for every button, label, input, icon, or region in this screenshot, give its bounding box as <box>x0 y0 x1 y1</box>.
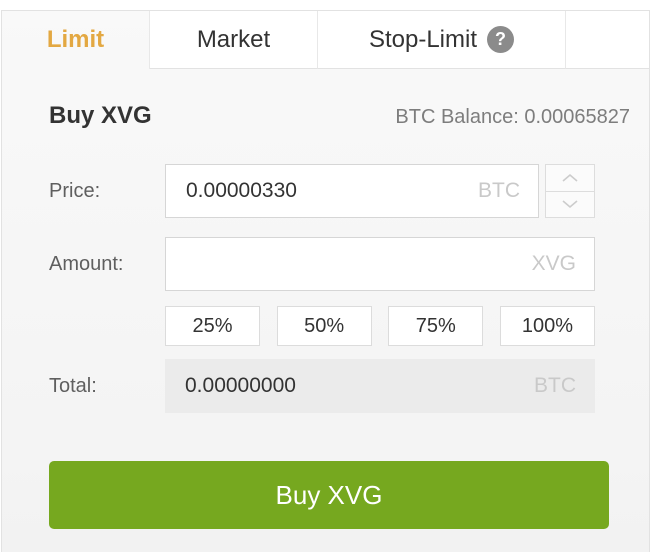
balance-text: BTC Balance: 0.00065827 <box>395 106 630 128</box>
order-form: Price: BTC <box>49 164 595 413</box>
amount-row: Amount: XVG <box>49 237 595 291</box>
buy-submit-button[interactable]: Buy XVG <box>49 461 609 529</box>
price-input[interactable] <box>165 164 539 218</box>
price-row: Price: BTC <box>49 164 595 218</box>
heading-row: Buy XVG BTC Balance: 0.00065827 <box>49 102 630 132</box>
tab-stop-limit[interactable]: Stop-Limit ? <box>318 11 566 69</box>
percent-75-button[interactable]: 75% <box>388 306 484 346</box>
tab-market[interactable]: Market <box>150 11 318 69</box>
tabbar-filler <box>566 11 649 69</box>
percent-25-button[interactable]: 25% <box>165 306 260 346</box>
amount-label: Amount: <box>49 252 124 275</box>
tab-limit-label: Limit <box>46 26 105 53</box>
price-stepper <box>545 164 595 218</box>
buy-submit-label: Buy XVG <box>275 479 383 510</box>
price-label: Price: <box>49 179 101 202</box>
percent-50-button[interactable]: 50% <box>276 306 372 346</box>
amount-input[interactable] <box>165 237 595 291</box>
total-row: Total: 0.00000000 BTC <box>49 359 595 413</box>
tab-limit[interactable]: Limit <box>2 11 150 69</box>
chevron-up-icon <box>562 173 578 182</box>
page-title: Buy XVG <box>49 102 152 129</box>
help-icon[interactable]: ? <box>487 26 515 53</box>
percent-100-button[interactable]: 100% <box>499 306 595 346</box>
chevron-down-icon <box>562 200 578 209</box>
stepper-down-button[interactable] <box>545 190 595 218</box>
order-type-tabbar: Limit Market Stop-Limit ? <box>2 11 649 69</box>
tab-market-label: Market <box>196 25 271 53</box>
total-value: 0.00000000 <box>185 374 296 397</box>
tab-stop-limit-label: Stop-Limit <box>368 25 478 53</box>
total-field: 0.00000000 BTC <box>165 359 595 413</box>
total-label: Total: <box>49 374 97 397</box>
percent-row: 25% 50% 75% 100% <box>49 306 595 346</box>
buy-order-panel: Limit Market Stop-Limit ? Buy XVG BTC Ba… <box>1 10 650 552</box>
stepper-up-button[interactable] <box>545 164 595 192</box>
